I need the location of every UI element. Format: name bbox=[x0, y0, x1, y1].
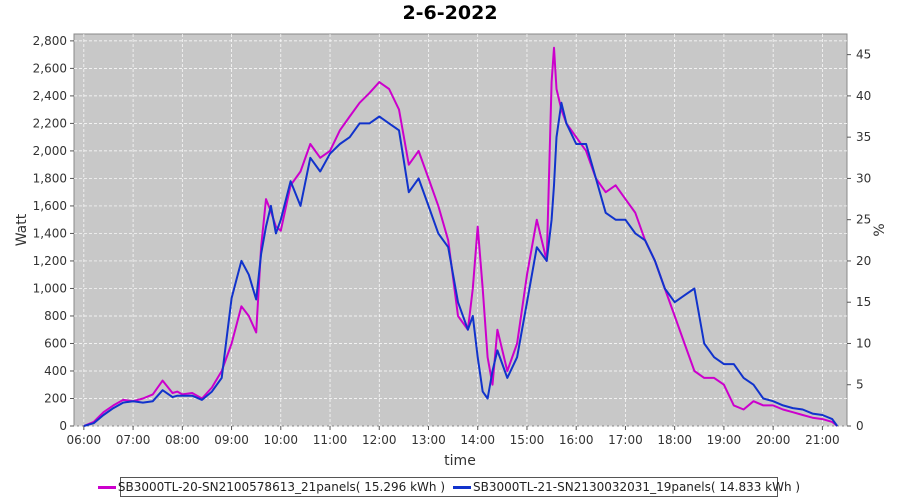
y-tick-label: 1,400 bbox=[33, 226, 67, 240]
x-axis-label: time bbox=[444, 453, 476, 469]
y-tick-label: 2,400 bbox=[33, 89, 67, 103]
legend-swatch-series-1 bbox=[97, 485, 116, 489]
legend-item-series-1: SB3000TL-20-SN2100578613_21panels( 15.29… bbox=[97, 480, 445, 494]
y-axis-label: Watt bbox=[14, 213, 30, 246]
x-tick-label: 07:00 bbox=[116, 433, 151, 447]
x-tick-label: 08:00 bbox=[165, 433, 200, 447]
y-tick-label: 2,000 bbox=[33, 144, 67, 158]
y2-tick-label: 45 bbox=[856, 48, 871, 62]
series-layer bbox=[83, 46, 839, 427]
x-tick-label: 18:00 bbox=[657, 433, 692, 447]
x-tick-label: 15:00 bbox=[510, 433, 545, 447]
y2-tick-label: 20 bbox=[856, 254, 871, 268]
legend-swatch-series-2 bbox=[453, 485, 471, 489]
y-tick-label: 400 bbox=[44, 364, 67, 378]
y-tick-label: 1,000 bbox=[33, 281, 67, 295]
y-tick-label: 800 bbox=[44, 309, 67, 323]
y2-tick-label: 15 bbox=[856, 295, 871, 309]
y2-tick-label: 35 bbox=[856, 130, 871, 144]
x-tick-label: 14:00 bbox=[460, 433, 495, 447]
chart-title: 2-6-2022 bbox=[402, 2, 498, 24]
legend-label-series-1: SB3000TL-20-SN2100578613_21panels( 15.29… bbox=[117, 480, 445, 494]
y-tick-label: 200 bbox=[44, 391, 67, 405]
x-tick-label: 10:00 bbox=[263, 433, 298, 447]
y2-tick-label: 5 bbox=[856, 378, 864, 392]
x-tick-label: 17:00 bbox=[608, 433, 643, 447]
y2-tick-label: 10 bbox=[856, 336, 871, 350]
x-tick-label: 06:00 bbox=[67, 433, 102, 447]
legend: SB3000TL-20-SN2100578613_21panels( 15.29… bbox=[97, 477, 800, 497]
y2-tick-label: 40 bbox=[856, 89, 871, 103]
x-tick-label: 11:00 bbox=[313, 433, 348, 447]
y2-tick-label: 0 bbox=[856, 419, 864, 433]
y-tick-label: 1,600 bbox=[33, 199, 67, 213]
axes: 02004006008001,0001,2001,4001,6001,8002,… bbox=[33, 34, 872, 447]
series-line-1 bbox=[83, 46, 838, 427]
y2-tick-label: 30 bbox=[856, 171, 871, 185]
x-tick-label: 19:00 bbox=[707, 433, 742, 447]
y-tick-label: 2,800 bbox=[33, 34, 67, 48]
legend-label-series-2: SB3000TL-21-SN2130032031_19panels( 14.83… bbox=[473, 480, 801, 494]
x-tick-label: 12:00 bbox=[362, 433, 397, 447]
y2-axis-label: % bbox=[872, 223, 888, 236]
y2-tick-label: 25 bbox=[856, 213, 871, 227]
plot-area bbox=[73, 33, 848, 427]
series-line-2 bbox=[83, 101, 839, 427]
y-tick-label: 600 bbox=[44, 336, 67, 350]
x-tick-label: 20:00 bbox=[756, 433, 791, 447]
x-tick-label: 09:00 bbox=[214, 433, 249, 447]
y-tick-label: 2,200 bbox=[33, 116, 67, 130]
y-tick-label: 0 bbox=[59, 419, 67, 433]
x-tick-label: 21:00 bbox=[805, 433, 840, 447]
y-tick-label: 2,600 bbox=[33, 61, 67, 75]
y-tick-label: 1,800 bbox=[33, 171, 67, 185]
x-tick-label: 13:00 bbox=[411, 433, 446, 447]
x-tick-label: 16:00 bbox=[559, 433, 594, 447]
legend-item-series-2: SB3000TL-21-SN2130032031_19panels( 14.83… bbox=[453, 480, 800, 494]
y-tick-label: 1,200 bbox=[33, 254, 67, 268]
